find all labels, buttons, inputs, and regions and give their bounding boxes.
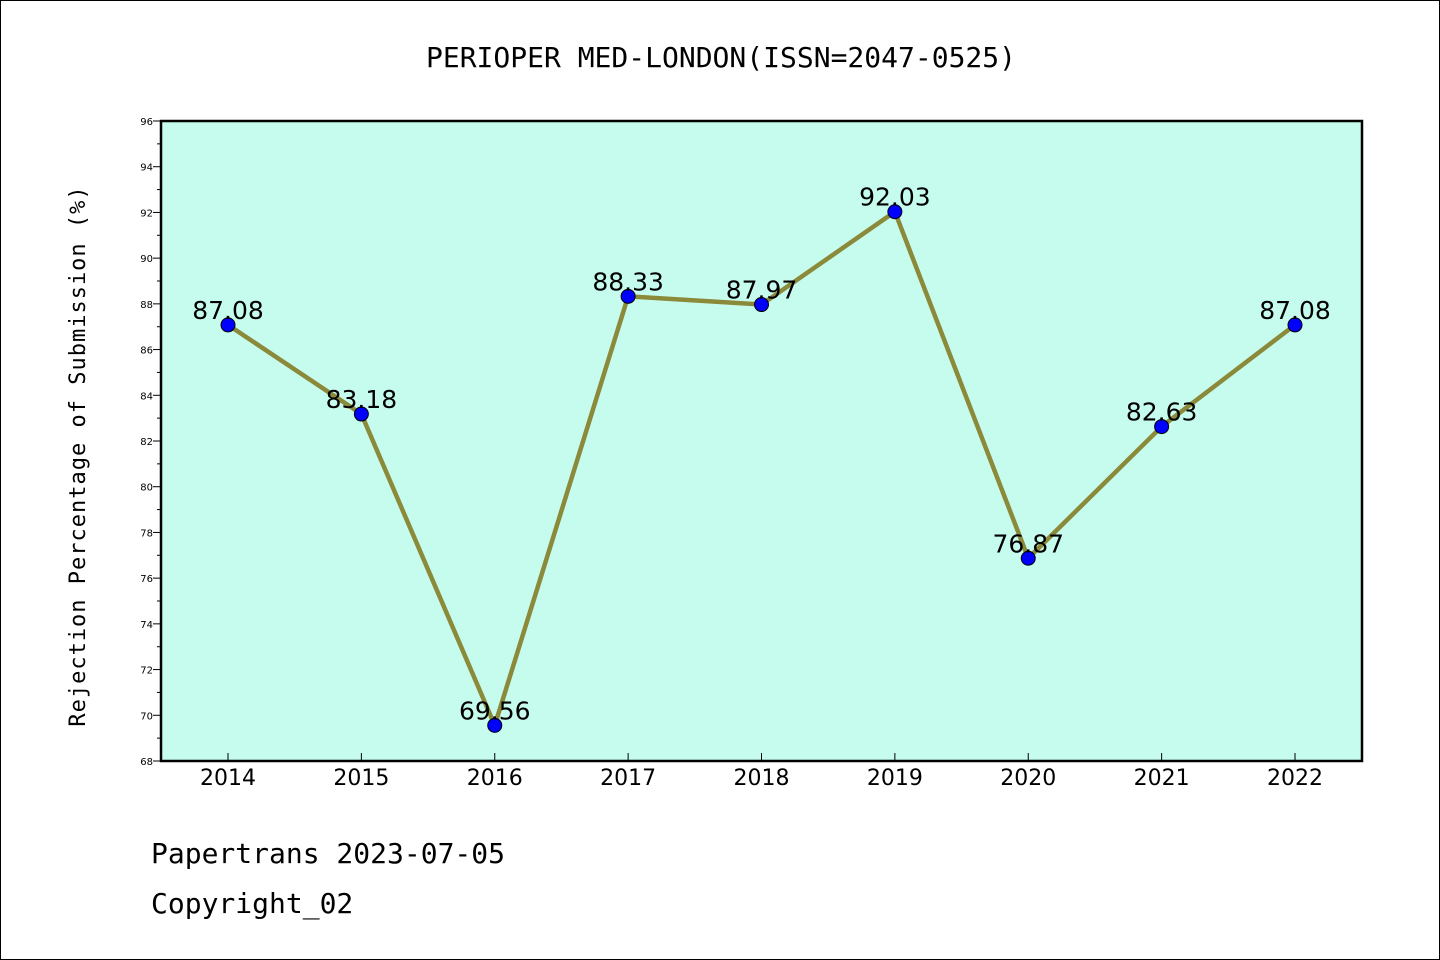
y-tick-label: 74 — [140, 620, 153, 631]
footer-copyright: Copyright_02 — [151, 887, 354, 920]
data-point — [353, 406, 369, 422]
data-label: 76.87 — [992, 529, 1064, 558]
data-label: 87.97 — [726, 276, 798, 305]
x-tick-label: 2019 — [867, 766, 923, 791]
data-label: 87.08 — [192, 296, 264, 325]
x-tick-label: 2015 — [333, 766, 389, 791]
y-tick-label: 68 — [140, 757, 153, 768]
data-label: 88.33 — [592, 267, 664, 296]
x-tick-label: 2020 — [1000, 766, 1056, 791]
y-tick-label: 94 — [140, 163, 153, 174]
y-tick-label: 92 — [140, 208, 153, 219]
data-label: 69.56 — [459, 696, 531, 725]
y-tick-label: 72 — [140, 666, 153, 677]
data-point — [1287, 317, 1303, 333]
data-label: 82.63 — [1126, 398, 1198, 427]
y-tick-label: 88 — [140, 300, 153, 311]
plot-area — [159, 119, 1364, 763]
y-tick-label: 80 — [140, 483, 153, 494]
data-point — [487, 717, 503, 733]
y-tick-label: 96 — [140, 117, 153, 128]
x-tick-label: 2021 — [1134, 766, 1190, 791]
y-tick-label: 76 — [140, 574, 153, 585]
data-label: 83.18 — [326, 385, 398, 414]
chart-title: PERIOPER MED-LONDON(ISSN=2047-0525) — [426, 41, 1016, 74]
data-point — [754, 297, 769, 313]
y-tick-label: 70 — [140, 711, 153, 722]
x-tick-label: 2017 — [600, 766, 656, 791]
y-tick-label: 86 — [140, 346, 153, 357]
y-tick-label: 90 — [140, 254, 153, 265]
data-label: 92.03 — [859, 183, 931, 212]
x-tick-label: 2018 — [734, 766, 790, 791]
x-tick-label: 2014 — [200, 766, 256, 791]
y-tick-label: 82 — [140, 437, 153, 448]
y-tick-label: 78 — [140, 528, 153, 539]
y-tick-label: 84 — [140, 391, 153, 402]
data-point — [1020, 550, 1036, 566]
data-point — [220, 317, 236, 333]
data-label: 87.08 — [1259, 296, 1331, 325]
x-tick-label: 2016 — [467, 766, 523, 791]
data-point — [1154, 419, 1170, 435]
data-point — [620, 288, 636, 304]
x-tick-label: 2022 — [1267, 766, 1323, 791]
footer-date: Papertrans 2023-07-05 — [151, 837, 506, 870]
data-point — [887, 204, 903, 220]
y-axis-label: Rejection Percentage of Submission (%) — [66, 185, 91, 726]
